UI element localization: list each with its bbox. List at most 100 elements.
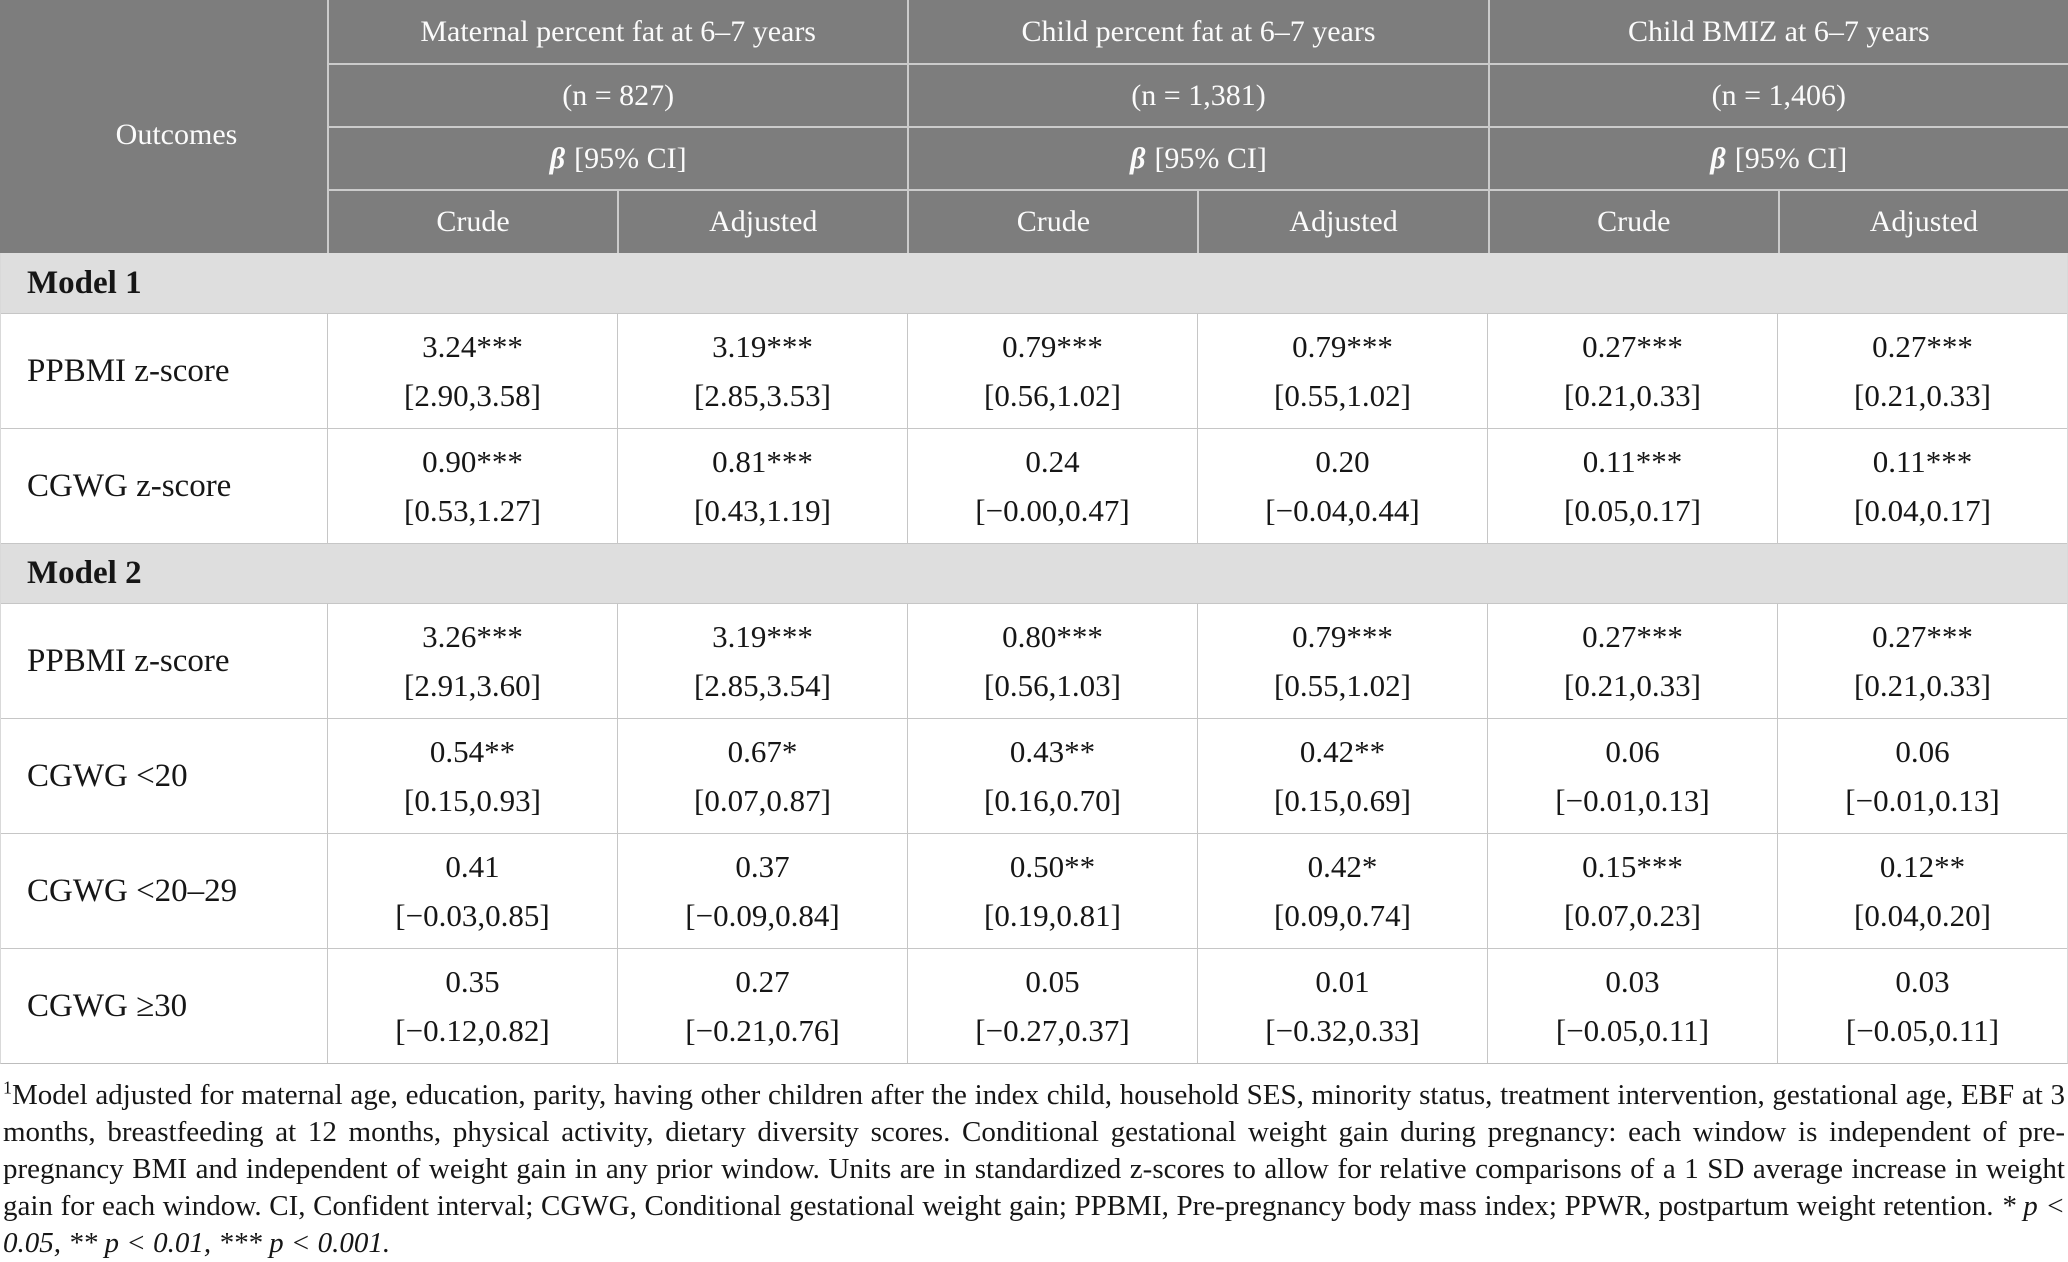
cell-ci: [2.85,3.54]: [694, 667, 831, 703]
cell-ci: [0.05,0.17]: [1564, 492, 1701, 528]
cell-estimate: 0.27***: [1582, 328, 1683, 364]
table-cell: 0.50** [0.19,0.81]: [907, 834, 1197, 948]
table-cell: 0.27*** [0.21,0.33]: [1777, 314, 2067, 428]
cell-estimate: 0.50**: [1009, 848, 1096, 884]
row-label: CGWG <20–29: [27, 872, 238, 909]
cell-ci: [0.21,0.33]: [1854, 377, 1991, 413]
footnote-text: Model adjusted for maternal age, educati…: [3, 1079, 2065, 1222]
header-beta-ci-child-bmiz: β [95% CI]: [1487, 126, 2068, 189]
cell-ci: [0.15,0.69]: [1274, 782, 1411, 818]
cell-ci: [0.21,0.33]: [1854, 667, 1991, 703]
cell-estimate: 0.12**: [1879, 848, 1966, 884]
cell-ci: [0.21,0.33]: [1564, 377, 1701, 413]
table-row-cgwg-ge30: CGWG ≥30 0.35 [−0.12,0.82] 0.27 [−0.21,0.7…: [1, 948, 2067, 1063]
cell-ci: [2.90,3.58]: [404, 377, 541, 413]
cell-ci: [−0.05,0.11]: [1555, 1012, 1710, 1048]
table-cell: 0.06 [−0.01,0.13]: [1777, 719, 2067, 833]
table-row-cgwg-20-29: CGWG <20–29 0.41 [−0.03,0.85] 0.37 [−0.09,…: [1, 833, 2067, 948]
cell-ci: [0.07,0.23]: [1564, 897, 1701, 933]
table-cell: 0.41 [−0.03,0.85]: [327, 834, 617, 948]
cell-ci: [0.56,1.03]: [984, 667, 1121, 703]
cell-ci: [0.04,0.20]: [1854, 897, 1991, 933]
table-cell: 0.27 [−0.21,0.76]: [617, 949, 907, 1063]
table-cell: 3.24*** [2.90,3.58]: [327, 314, 617, 428]
header-outcomes: Outcomes: [115, 117, 238, 151]
header-adjusted-child-fat: Adjusted: [1197, 189, 1488, 253]
cell-estimate: 0.67*: [727, 733, 798, 769]
table-cell: 3.19*** [2.85,3.54]: [617, 604, 907, 718]
cell-ci: [0.21,0.33]: [1564, 667, 1701, 703]
table-cell: 0.67* [0.07,0.87]: [617, 719, 907, 833]
table-body: Model 1 PPBMI z-score 3.24*** [2.90,3.58]…: [0, 253, 2068, 1064]
table-cell: 0.05 [−0.27,0.37]: [907, 949, 1197, 1063]
header-adjusted-child-bmiz: Adjusted: [1777, 189, 2068, 253]
ci-label: [95% CI]: [574, 141, 687, 175]
section-header-model-2: Model 2: [1, 543, 2067, 603]
beta-symbol: β: [1710, 141, 1726, 175]
cell-ci: [0.55,1.02]: [1274, 377, 1411, 413]
beta-symbol: β: [1130, 141, 1146, 175]
table-cell: 0.43** [0.16,0.70]: [907, 719, 1197, 833]
row-label: CGWG <20: [27, 757, 188, 794]
cell-estimate: 0.27***: [1872, 328, 1973, 364]
cell-ci: [0.09,0.74]: [1274, 897, 1411, 933]
cell-estimate: 0.27***: [1872, 618, 1973, 654]
cell-ci: [−0.21,0.76]: [685, 1012, 840, 1048]
table-cell: 0.11*** [0.04,0.17]: [1777, 429, 2067, 543]
header-beta-ci-maternal: β [95% CI]: [327, 126, 908, 189]
cell-ci: [0.56,1.02]: [984, 377, 1121, 413]
table-cell: 0.79*** [0.56,1.02]: [907, 314, 1197, 428]
cell-estimate: 0.11***: [1582, 443, 1683, 479]
header-n-child-bmiz: (n = 1,406): [1487, 63, 2068, 126]
table-cell: 0.27*** [0.21,0.33]: [1777, 604, 2067, 718]
cell-ci: [−0.03,0.85]: [395, 897, 550, 933]
table-cell: 0.42** [0.15,0.69]: [1197, 719, 1487, 833]
cell-estimate: 0.81***: [712, 443, 813, 479]
header-group-maternal-percent-fat: Maternal percent fat at 6–7 years: [327, 0, 907, 63]
cell-ci: [0.19,0.81]: [984, 897, 1121, 933]
table-row-ppbmi-m2: PPBMI z-score 3.26*** [2.91,3.60] 3.19***…: [1, 603, 2067, 718]
cell-estimate: 0.03: [1605, 963, 1660, 999]
cell-estimate: 0.54**: [429, 733, 516, 769]
table-cell: 0.81*** [0.43,1.19]: [617, 429, 907, 543]
ci-label: [95% CI]: [1154, 141, 1267, 175]
table-header: Outcomes Maternal percent fat at 6–7 yea…: [0, 0, 2068, 253]
table-cell: 0.12** [0.04,0.20]: [1777, 834, 2067, 948]
table-cell: 0.90*** [0.53,1.27]: [327, 429, 617, 543]
cell-ci: [2.91,3.60]: [404, 667, 541, 703]
table-cell: 0.15*** [0.07,0.23]: [1487, 834, 1777, 948]
section-label: Model 1: [27, 264, 142, 301]
section-header-model-1: Model 1: [1, 253, 2067, 313]
table-cell: 0.06 [−0.01,0.13]: [1487, 719, 1777, 833]
table-cell: 0.01 [−0.32,0.33]: [1197, 949, 1487, 1063]
beta-symbol: β: [549, 141, 566, 175]
cell-ci: [−0.27,0.37]: [975, 1012, 1130, 1048]
table-cell: 0.27*** [0.21,0.33]: [1487, 604, 1777, 718]
cell-ci: [−0.01,0.13]: [1555, 782, 1710, 818]
header-crude-child-bmiz: Crude: [1487, 189, 1778, 253]
cell-estimate: 0.06: [1605, 733, 1660, 769]
cell-ci: [0.55,1.02]: [1274, 667, 1411, 703]
table-cell: 0.03 [−0.05,0.11]: [1777, 949, 2067, 1063]
row-label: CGWG z-score: [27, 467, 232, 504]
cell-estimate: 0.42**: [1299, 733, 1386, 769]
cell-estimate: 3.24***: [422, 328, 523, 364]
cell-ci: [0.07,0.87]: [694, 782, 831, 818]
cell-ci: [0.53,1.27]: [404, 492, 541, 528]
cell-estimate: 0.01: [1315, 963, 1370, 999]
table-cell: 0.20 [−0.04,0.44]: [1197, 429, 1487, 543]
header-crude-child-fat: Crude: [907, 189, 1198, 253]
table-cell: 0.35 [−0.12,0.82]: [327, 949, 617, 1063]
cell-estimate: 0.37: [735, 848, 790, 884]
header-adjusted-maternal: Adjusted: [617, 189, 908, 253]
cell-ci: [2.85,3.53]: [694, 377, 831, 413]
cell-estimate: 0.90***: [422, 443, 523, 479]
cell-ci: [0.43,1.19]: [694, 492, 831, 528]
cell-estimate: 0.24: [1025, 443, 1080, 479]
row-label: PPBMI z-score: [27, 352, 230, 389]
cell-estimate: 0.43**: [1009, 733, 1096, 769]
table-cell: 0.27*** [0.21,0.33]: [1487, 314, 1777, 428]
table-cell: 0.79*** [0.55,1.02]: [1197, 314, 1487, 428]
cell-ci: [−0.04,0.44]: [1265, 492, 1420, 528]
header-n-maternal: (n = 827): [327, 63, 908, 126]
